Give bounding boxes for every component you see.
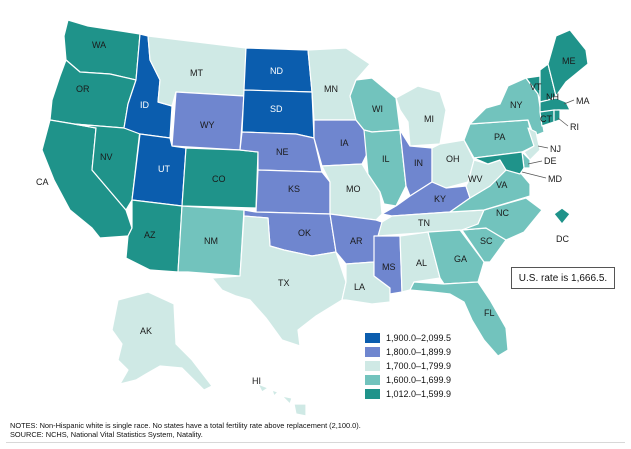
label-ak: AK [140, 326, 152, 336]
label-de: DE [544, 156, 557, 166]
us-rate-callout: U.S. rate is 1,666.5. [511, 267, 615, 289]
legend-swatch [365, 333, 380, 343]
state-ri [553, 109, 561, 123]
legend-swatch [365, 375, 380, 385]
label-ut: UT [158, 164, 170, 174]
label-nh: NH [546, 92, 559, 102]
label-pa: PA [494, 132, 505, 142]
label-la: LA [354, 282, 365, 292]
legend-label: 1,600.0–1,699.9 [386, 375, 452, 385]
label-dc: DC [556, 234, 569, 244]
legend-label: 1,012.0–1,599.9 [386, 389, 452, 399]
label-in: IN [414, 158, 423, 168]
label-al: AL [416, 258, 427, 268]
label-ok: OK [298, 228, 311, 238]
state-tx [211, 215, 347, 347]
notes: NOTES: Non-Hispanic white is single race… [10, 421, 570, 439]
label-ri: RI [570, 122, 579, 132]
label-wv: WV [468, 174, 483, 184]
state-labels: WA OR CA NV ID MT WY UT AZ CO NM ND SD N… [36, 40, 590, 386]
state-me [547, 29, 589, 97]
legend-label: 1,800.0–1,899.9 [386, 347, 452, 357]
label-md: MD [548, 174, 562, 184]
state-hi [257, 383, 307, 417]
label-va: VA [496, 180, 507, 190]
label-ar: AR [350, 236, 363, 246]
label-oh: OH [446, 154, 460, 164]
state-ak [111, 291, 213, 391]
label-ca: CA [36, 177, 49, 187]
label-sc: SC [480, 236, 493, 246]
label-wa: WA [92, 40, 106, 50]
label-me: ME [562, 56, 576, 66]
label-or: OR [76, 84, 90, 94]
label-az: AZ [144, 230, 156, 240]
label-tx: TX [278, 278, 290, 288]
divider [6, 442, 625, 443]
label-ne: NE [276, 147, 289, 157]
label-tn: TN [418, 218, 430, 228]
label-hi: HI [252, 376, 261, 386]
state-nc [461, 197, 543, 241]
source-line: SOURCE: NCHS, National Vital Statistics … [10, 430, 203, 439]
legend: 1,900.0–2,099.5 1,800.0–1,899.9 1,700.0–… [365, 331, 495, 401]
label-co: CO [212, 174, 226, 184]
state-md [473, 151, 525, 175]
legend-item: 1,012.0–1,599.9 [365, 387, 495, 401]
label-nv: NV [100, 152, 113, 162]
label-ks: KS [288, 184, 300, 194]
state-nm [177, 205, 245, 277]
state-fl [409, 281, 509, 357]
label-ct: CT [540, 114, 552, 124]
label-mi: MI [424, 114, 434, 124]
legend-item: 1,600.0–1,699.9 [365, 373, 495, 387]
label-nm: NM [204, 236, 218, 246]
state-dc [553, 207, 571, 225]
label-id: ID [140, 100, 150, 110]
callout-leaders [521, 99, 575, 179]
label-mt: MT [190, 68, 203, 78]
label-mn: MN [324, 84, 338, 94]
legend-item: 1,800.0–1,899.9 [365, 345, 495, 359]
legend-swatch [365, 347, 380, 357]
label-ia: IA [340, 138, 349, 148]
label-fl: FL [484, 308, 495, 318]
notes-line: NOTES: Non-Hispanic white is single race… [10, 421, 361, 430]
label-il: IL [382, 154, 390, 164]
legend-label: 1,700.0–1,799.9 [386, 361, 452, 371]
state-sd [241, 89, 315, 139]
label-vt: VT [530, 82, 542, 92]
label-ms: MS [382, 262, 396, 272]
label-mo: MO [346, 184, 361, 194]
label-nj: NJ [550, 144, 561, 154]
label-wi: WI [372, 104, 383, 114]
label-nc: NC [496, 208, 509, 218]
legend-swatch [365, 361, 380, 371]
legend-swatch [365, 389, 380, 399]
label-ny: NY [510, 100, 523, 110]
legend-item: 1,900.0–2,099.5 [365, 331, 495, 345]
label-ky: KY [434, 194, 446, 204]
label-wy: WY [200, 120, 215, 130]
label-nd: ND [270, 66, 283, 76]
label-ga: GA [454, 254, 467, 264]
legend-item: 1,700.0–1,799.9 [365, 359, 495, 373]
legend-label: 1,900.0–2,099.5 [386, 333, 452, 343]
label-ma: MA [576, 96, 590, 106]
label-sd: SD [270, 104, 283, 114]
